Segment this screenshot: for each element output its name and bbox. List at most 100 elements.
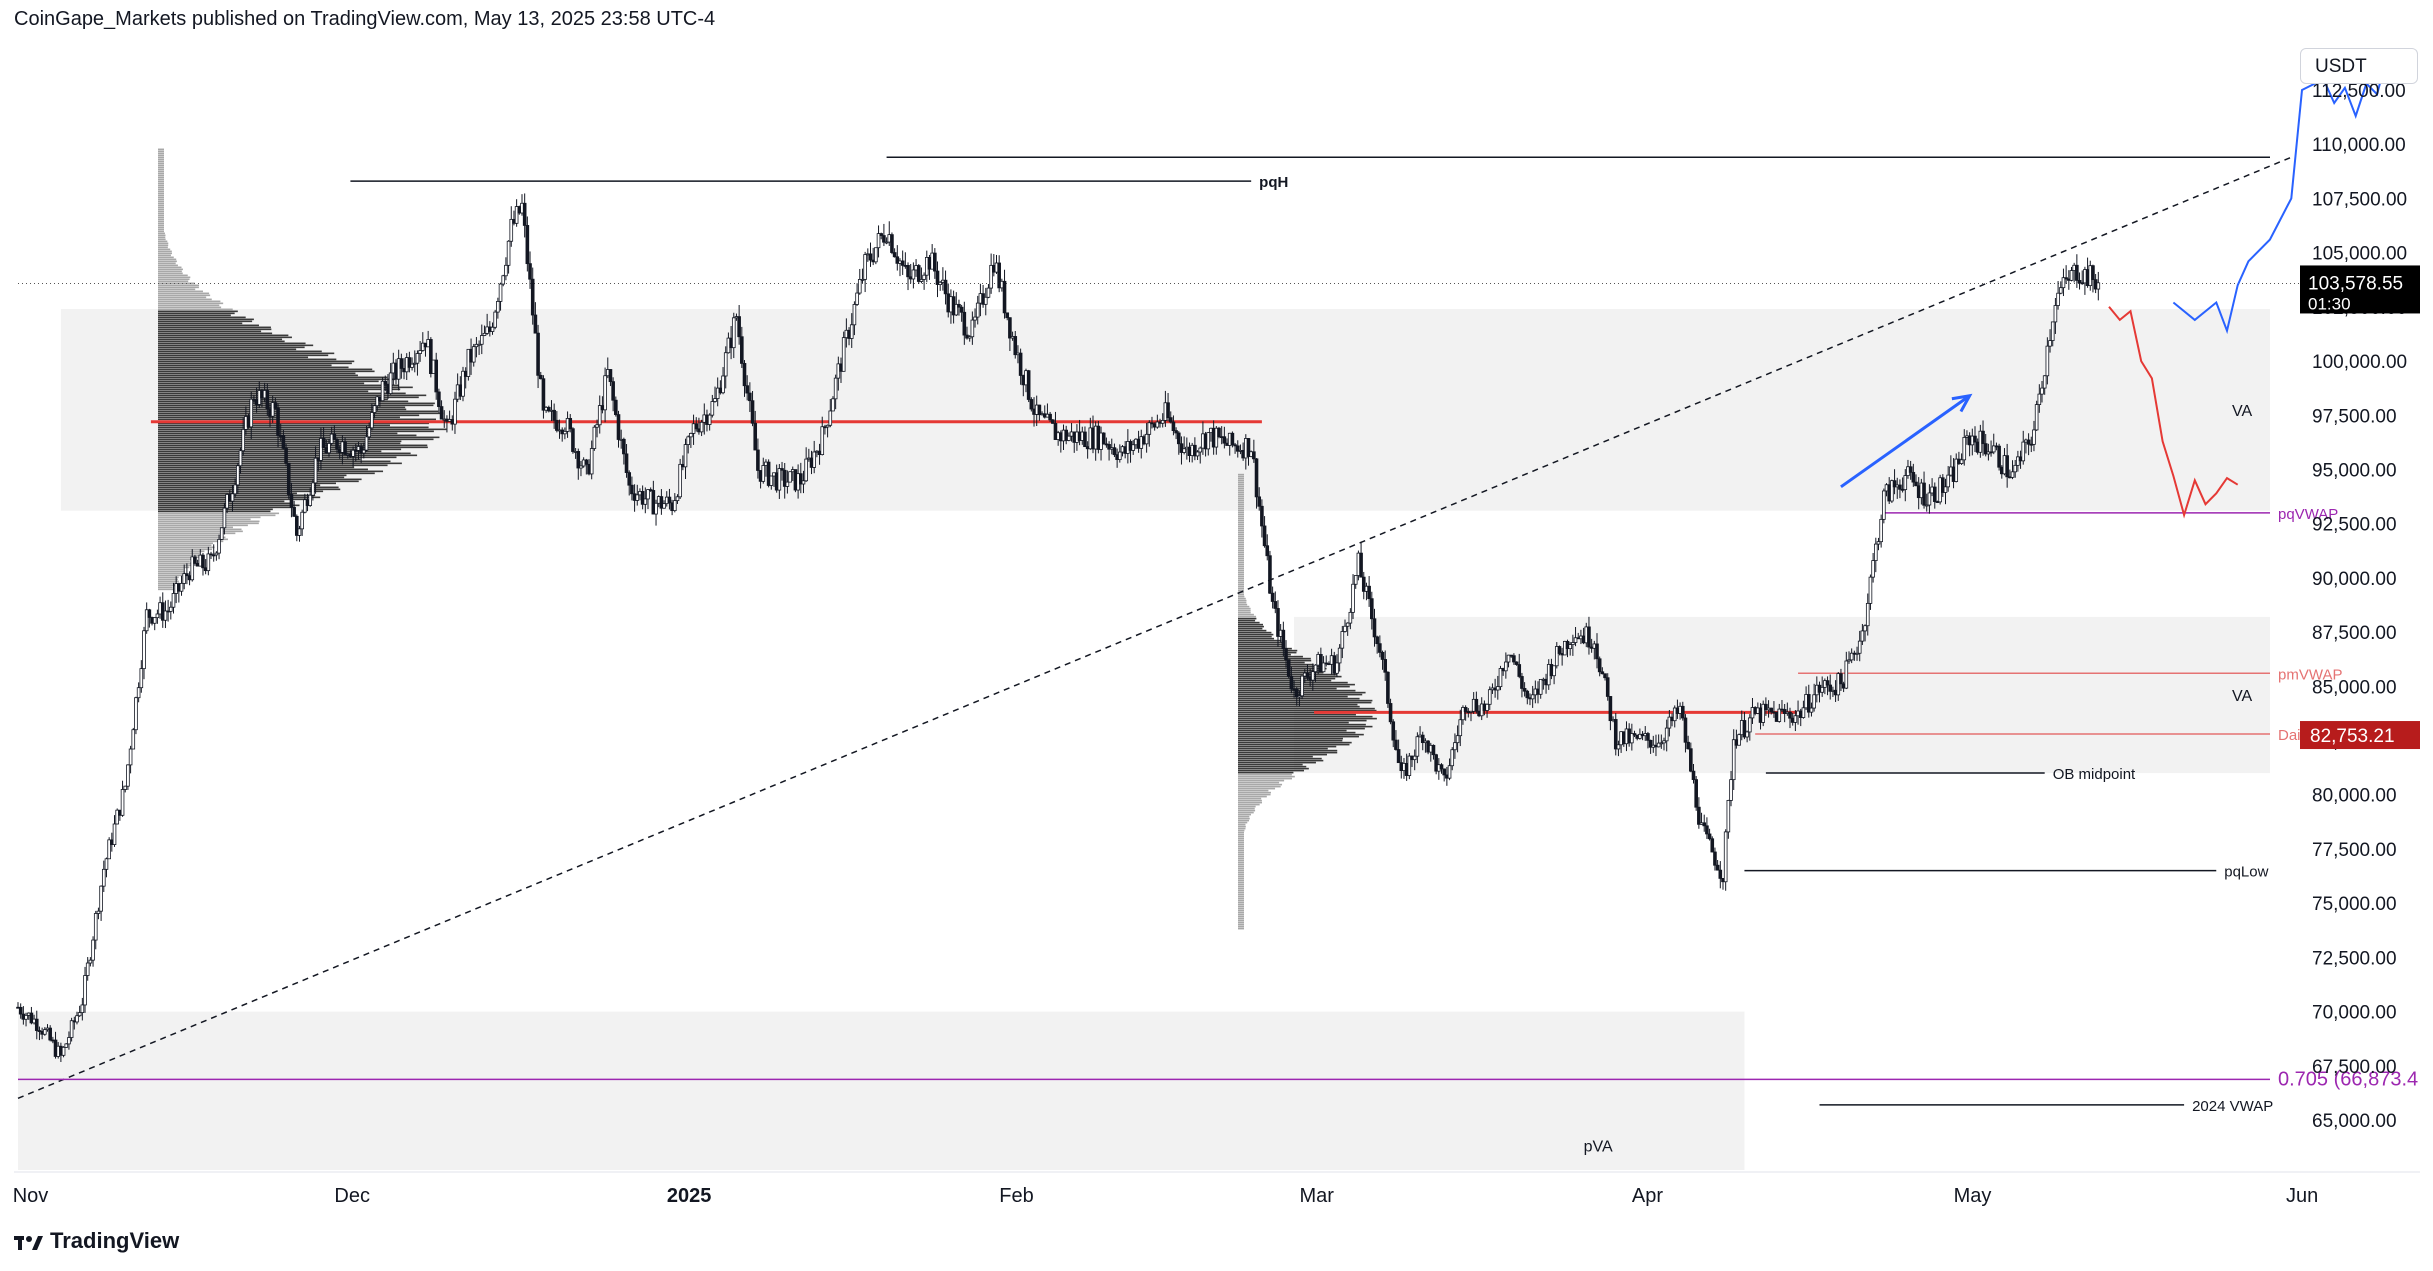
price-tick-13: 97,500.00 [2312, 406, 2397, 427]
candle-48 [144, 602, 149, 634]
candle-441 [1198, 446, 1203, 464]
candle-49 [147, 608, 152, 628]
candle-33 [104, 857, 109, 878]
candle-744 [2010, 460, 2015, 480]
candle-280 [766, 459, 771, 488]
candle-51 [152, 617, 157, 631]
candle-139 [388, 363, 393, 395]
candle-736 [1989, 440, 1993, 457]
candle-65 [190, 549, 195, 582]
candle-294 [804, 447, 808, 482]
candle-675 [1825, 676, 1830, 696]
va-label-2: pVA [1584, 1139, 1613, 1156]
candle-147 [410, 357, 414, 371]
tradingview-brand[interactable]: TradingView [14, 1228, 179, 1254]
candle-366 [997, 255, 1001, 293]
candle-657 [1777, 703, 1782, 723]
candle-52 [155, 609, 160, 624]
candle-245 [672, 493, 677, 513]
candle-26 [85, 957, 90, 981]
candle-711 [1922, 471, 1926, 509]
candle-234 [643, 487, 648, 514]
candle-511 [1386, 671, 1390, 708]
brand-name: TradingView [50, 1228, 180, 1253]
candle-737 [1991, 433, 1996, 455]
candle-623 [1686, 735, 1690, 750]
candle-634 [1715, 860, 1720, 871]
candle-776 [2096, 271, 2101, 301]
candle-734 [1983, 434, 1988, 457]
currency-selector[interactable]: USDT [2300, 48, 2418, 84]
candle-632 [1710, 836, 1715, 853]
time-tick-1: Dec [334, 1185, 370, 1207]
candle-62 [182, 564, 187, 590]
candle-524 [1420, 731, 1425, 751]
candle-361 [983, 287, 988, 316]
candle-706 [1908, 460, 1913, 480]
candle-58 [171, 582, 176, 614]
candle-508 [1378, 635, 1382, 658]
candle-34 [107, 837, 111, 860]
candle-586 [1587, 616, 1591, 655]
candle-122 [343, 437, 347, 456]
candle-189 [522, 193, 527, 238]
va-label-0: VA [2232, 403, 2252, 420]
candle-116 [327, 438, 331, 457]
candle-74 [214, 551, 219, 561]
candle-646 [1747, 714, 1752, 741]
candle-308 [841, 331, 846, 372]
candle-233 [640, 485, 645, 510]
candle-691 [1868, 574, 1873, 610]
time-tick-5: Apr [1632, 1185, 1663, 1207]
candle-573 [1552, 665, 1556, 685]
candle-7 [34, 1010, 39, 1040]
candle-231 [635, 484, 640, 506]
candle-629 [1702, 814, 1707, 832]
candle-469 [1273, 591, 1278, 614]
candle-328 [895, 245, 900, 271]
candle-207 [571, 427, 575, 454]
candle-156 [434, 352, 439, 400]
candle-40 [123, 785, 128, 793]
price-tick-11: 92,500.00 [2312, 515, 2397, 536]
time-tick-7: Jun [2286, 1185, 2318, 1207]
candle-196 [541, 375, 546, 419]
candle-305 [833, 374, 838, 410]
candle-774 [2091, 264, 2095, 293]
candle-149 [415, 350, 420, 376]
candle-448 [1217, 426, 1221, 439]
candle-614 [1662, 737, 1666, 751]
candle-102 [289, 482, 294, 518]
candle-398 [1083, 426, 1087, 448]
candle-540 [1463, 705, 1468, 721]
candle-549 [1487, 686, 1492, 710]
candle-651 [1761, 700, 1766, 727]
candle-484 [1313, 664, 1318, 682]
candle-433 [1176, 431, 1181, 455]
candle-640 [1731, 729, 1736, 790]
candle-679 [1836, 671, 1841, 701]
candle-284 [777, 464, 782, 499]
candle-357 [973, 308, 977, 328]
price-tick-14: 100,000.00 [2312, 352, 2407, 373]
candle-263 [721, 367, 725, 395]
candle-198 [546, 405, 551, 413]
candle-682 [1844, 651, 1849, 690]
candle-352 [959, 304, 964, 322]
candle-107 [303, 493, 307, 514]
candle-756 [2042, 375, 2047, 395]
candle-314 [857, 268, 862, 295]
candle-326 [890, 232, 894, 255]
candle-312 [852, 301, 857, 336]
candle-43 [131, 727, 136, 750]
candle-501 [1359, 542, 1363, 578]
candle-725 [1959, 453, 1964, 465]
candle-425 [1155, 414, 1160, 429]
candle-76 [219, 527, 224, 541]
candle-663 [1793, 709, 1798, 732]
candle-496 [1345, 622, 1350, 636]
candle-470 [1276, 600, 1280, 647]
candle-760 [2053, 298, 2058, 334]
